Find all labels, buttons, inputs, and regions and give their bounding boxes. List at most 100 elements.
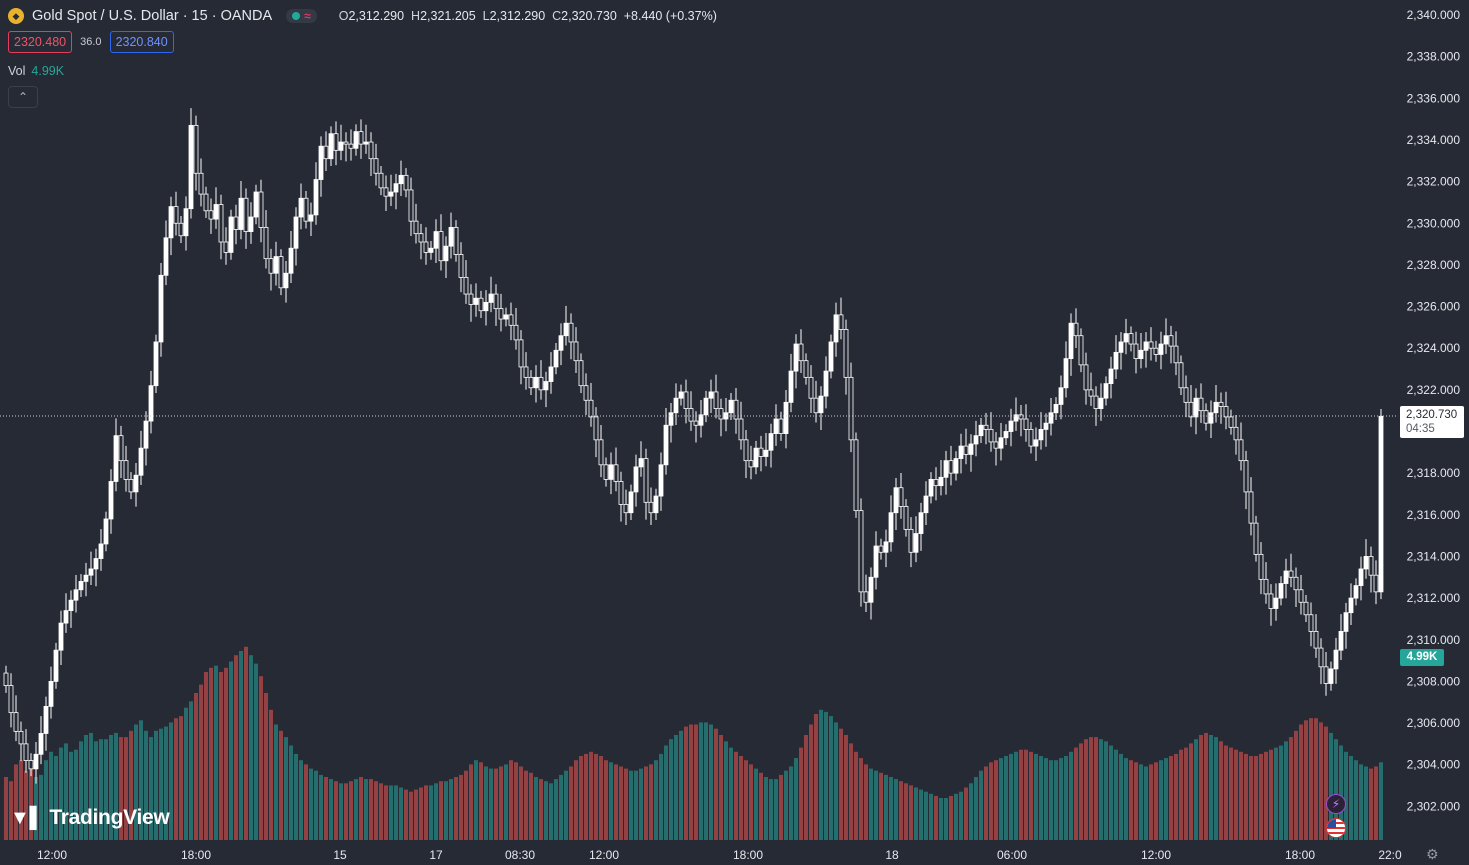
candle-body — [573, 341, 579, 362]
volume-bar — [1329, 732, 1333, 840]
candle-body — [158, 274, 164, 343]
buy-price-button[interactable]: 2320.840 — [109, 31, 174, 53]
candle-body — [483, 301, 489, 312]
volume-bar — [54, 756, 58, 840]
volume-bar — [974, 777, 978, 840]
candle-body — [653, 495, 659, 514]
volume-bar — [1114, 749, 1118, 840]
candle-body — [318, 145, 324, 180]
volume-bar — [1099, 739, 1103, 840]
volume-bar — [9, 781, 13, 840]
volume-bar — [174, 718, 178, 840]
candle-body — [1053, 404, 1059, 414]
volume-bar — [649, 764, 653, 840]
volume-bar — [1379, 762, 1383, 840]
volume-bar — [99, 739, 103, 840]
volume-bar — [709, 724, 713, 840]
volume-bar — [914, 787, 918, 840]
candle-body — [1303, 601, 1309, 616]
us-flag-icon[interactable] — [1326, 818, 1346, 838]
gear-icon[interactable]: ⚙ — [1426, 846, 1439, 862]
symbol-title[interactable]: Gold Spot / U.S. Dollar · 15 · OANDA — [32, 8, 273, 24]
candle-body — [1058, 387, 1064, 405]
time-tick-label: 15 — [333, 848, 347, 862]
volume-bar — [219, 672, 223, 840]
candle-body — [903, 506, 909, 530]
volume-bar — [834, 722, 838, 840]
volume-bar — [1124, 758, 1128, 840]
volume-bar — [209, 667, 213, 840]
volume-legend[interactable]: Vol 4.99K — [8, 64, 64, 78]
candle-body — [403, 174, 409, 191]
candle-body — [223, 241, 229, 253]
market-status[interactable]: ≈ — [286, 9, 317, 23]
candle-body — [1238, 439, 1244, 462]
candle-body — [113, 435, 119, 482]
candle-body — [1143, 341, 1149, 351]
candle-body — [423, 241, 429, 253]
volume-bar — [104, 739, 108, 840]
candle-body — [933, 478, 939, 487]
candle-body — [713, 391, 719, 409]
candle-body — [873, 545, 879, 578]
volume-bar — [69, 751, 73, 840]
volume-bar — [1249, 756, 1253, 840]
candle-body — [118, 435, 124, 462]
volume-value: 4.99K — [31, 64, 65, 78]
time-tick-label: 12:00 — [1141, 848, 1171, 862]
volume-bar — [879, 772, 883, 840]
candle-body — [663, 424, 669, 466]
tradingview-watermark[interactable]: ▼▌ TradingView — [10, 806, 170, 830]
candle-body — [798, 343, 804, 362]
price-tick-label: 2,310.000 — [1407, 633, 1461, 647]
volume-bar — [1319, 722, 1323, 840]
volume-bar — [524, 770, 528, 840]
volume-bar — [384, 785, 388, 840]
candle-body — [953, 458, 959, 474]
candle-body — [363, 141, 369, 145]
volume-bar — [319, 774, 323, 840]
volume-bar — [939, 798, 943, 840]
event-bolt-icon[interactable]: ⚡ — [1326, 794, 1346, 814]
price-tick-label: 2,332.000 — [1407, 175, 1461, 189]
time-tick-label: 12:00 — [589, 848, 619, 862]
price-tick-label: 2,306.000 — [1407, 716, 1461, 730]
price-axis[interactable]: 2,340.000 2,338.000 2,336.000 2,334.000 2,33… — [1407, 8, 1461, 813]
candle-body — [513, 324, 519, 341]
time-axis[interactable]: 12:00 18:00 15 17 08:30 12:00 18:00 18 06:00 12:0… — [37, 848, 1402, 862]
volume-bar — [554, 779, 558, 840]
volume-bar — [549, 783, 553, 840]
volume-bar — [854, 751, 858, 840]
volume-bar — [424, 785, 428, 840]
volume-bar — [744, 760, 748, 840]
volume-bar — [84, 735, 88, 840]
volume-bar — [464, 770, 468, 840]
candle-body — [618, 481, 624, 505]
candle-body — [203, 193, 209, 212]
volume-bar — [299, 760, 303, 840]
volume-bar — [49, 751, 53, 840]
sell-price-button[interactable]: 2320.480 — [8, 31, 73, 53]
volume-bar — [899, 781, 903, 840]
candle-body — [358, 131, 364, 145]
volume-bar — [434, 783, 438, 840]
volume-bar — [324, 777, 328, 840]
volume-bar — [754, 768, 758, 840]
candle-body — [283, 272, 289, 289]
candle-body — [58, 622, 64, 651]
candle-body — [768, 433, 774, 451]
candle-body — [988, 429, 994, 443]
candle-body — [1278, 583, 1284, 599]
volume-bar — [694, 724, 698, 840]
price-tick-label: 2,322.000 — [1407, 383, 1461, 397]
collapse-legend-button[interactable]: ⌃ — [8, 86, 38, 108]
candle-body — [198, 172, 204, 195]
volume-bar — [634, 770, 638, 840]
volume-bar — [249, 655, 253, 840]
volume-bar — [1164, 758, 1168, 840]
candle-body — [708, 391, 714, 399]
candle-body — [1023, 418, 1029, 430]
candle-body — [568, 322, 574, 343]
gold-coin-icon: ◆ — [8, 8, 24, 24]
